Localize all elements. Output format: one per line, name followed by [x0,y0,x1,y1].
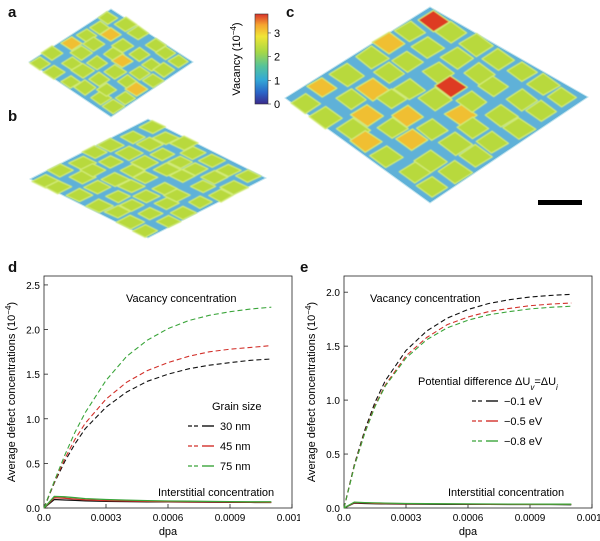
legend-entry: 30 nm [220,421,251,433]
scale-bar [538,200,582,205]
colorbar-tick-label: 3 [274,28,280,40]
legend-entry: −0.1 eV [504,396,543,408]
annotation-vacancy: Vacancy concentration [126,293,236,305]
x-tick-label: 0.0006 [153,513,184,524]
colorbar-label: Vacancy (10−4) [229,22,244,95]
x-tick-label: 0.0 [37,513,51,524]
series-line-vacancy [343,293,572,509]
legend-entry: 45 nm [220,441,251,453]
legend-title: Potential difference ΔUv=ΔUi [418,376,558,392]
microstructure-maps: Vacancy (10−4) 0 1 2 3 [28,6,589,239]
vacancy-map-a [28,8,194,118]
y-axis-label: Average defect concentrations (10−4) [4,302,19,482]
x-axis-label: dpa [459,526,478,538]
y-tick-label: 1.0 [326,396,340,407]
y-tick-label: 0.5 [26,459,40,470]
vacancy-map-c [284,6,589,204]
annotation-interstitial: Interstitial concentration [158,487,274,499]
y-tick-label: 1.5 [326,342,340,353]
vacancy-map-b [28,118,268,239]
y-tick-label: 0.0 [326,504,340,515]
colorbar-tick-label: 1 [274,75,280,87]
series-line-vacancy [43,345,272,509]
panel-label-b: b [8,108,18,125]
panel-label-e: e [300,259,309,276]
y-tick-label: 2.0 [326,288,340,299]
panel-label-c: c [286,4,295,21]
legend: Potential difference ΔUv=ΔUi −0.1 eV −0.5 … [418,376,558,448]
legend-entry: −0.8 eV [504,436,543,448]
x-axis-label: dpa [159,526,178,538]
y-tick-label: 2.5 [26,281,40,292]
plot-frame [43,275,293,509]
x-tick-label: 0.0 [337,513,351,524]
x-tick-label: 0.0012 [577,513,600,524]
annotation-interstitial: Interstitial concentration [448,487,564,499]
x-tick-label: 0.0009 [515,513,546,524]
legend-entry: −0.5 eV [504,416,543,428]
legend: Grain size 30 nm 45 nm 75 nm [188,401,262,473]
y-tick-label: 2.0 [26,326,40,337]
chart-d: 0.0 0.0003 0.0006 0.0009 0.0012 0.0 0.5 1.0 1.5 2… [4,275,300,538]
panel-label-a: a [8,4,17,21]
y-tick-label: 0.0 [26,504,40,515]
series-line-interstitial [43,495,272,509]
y-tick-label: 0.5 [326,450,340,461]
series-line-interstitial [343,501,572,509]
series-line-vacancy [43,306,272,509]
chart-e: 0.0 0.0003 0.0006 0.0009 0.0012 0.0 0.5 1.0 1.5 2… [304,275,600,538]
vacancy-colorbar: Vacancy (10−4) 0 1 2 3 [229,13,280,111]
x-tick-label: 0.0012 [277,513,300,524]
x-tick-label: 0.0003 [91,513,122,524]
panel-label-d: d [8,259,18,276]
series-line-vacancy [43,358,272,509]
colorbar-tick-label: 2 [274,52,280,64]
y-tick-label: 1.5 [26,370,40,381]
annotation-vacancy: Vacancy concentration [370,293,480,305]
x-tick-label: 0.0003 [391,513,422,524]
series-line-vacancy [343,305,572,509]
y-tick-label: 1.0 [26,415,40,426]
colorbar-tick-label: 0 [274,99,280,111]
x-tick-label: 0.0009 [215,513,246,524]
legend-title: Grain size [212,401,262,413]
legend-entry: 75 nm [220,461,251,473]
x-tick-label: 0.0006 [453,513,484,524]
y-axis-label: Average defect concentrations (10−4) [304,302,319,482]
